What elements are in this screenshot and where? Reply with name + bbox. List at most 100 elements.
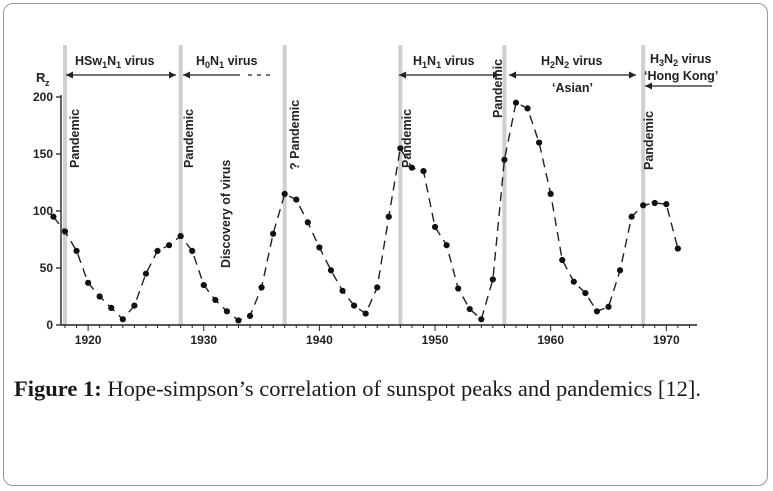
virus-arrowhead-left-1 — [183, 71, 190, 79]
virus-label-0: HSw1N1 virus — [75, 54, 155, 70]
data-point-15 — [223, 308, 230, 315]
caption-label: Figure 1: — [14, 376, 102, 401]
x-tick-label-3: 1950 — [422, 333, 449, 347]
data-point-2 — [73, 247, 80, 254]
data-point-43 — [547, 190, 554, 197]
data-point-0 — [50, 213, 57, 220]
virus-arrowhead-left-4 — [645, 82, 652, 90]
data-point-7 — [131, 302, 138, 309]
data-point-23 — [316, 244, 323, 251]
data-point-46 — [582, 289, 589, 297]
sunspot-pandemic-chart: 0 50 100 150 200 R z 1920 1930 1940 1950 1960 1970 Pa… — [33, 45, 718, 347]
annotation-6: Pandemic — [642, 111, 656, 170]
data-point-3 — [85, 279, 92, 286]
data-point-5 — [108, 304, 115, 311]
data-point-51 — [640, 202, 647, 209]
virus-label-4: H3N2 virus — [650, 52, 711, 68]
data-point-6 — [119, 316, 126, 323]
sunspot-series-line — [52, 101, 679, 322]
data-point-26 — [350, 302, 358, 309]
virus-arrowhead-left-0 — [66, 71, 73, 79]
pandemic-line-5 — [641, 45, 646, 325]
data-point-53 — [663, 201, 670, 208]
y-tick-label-2: 100 — [33, 204, 53, 218]
data-point-22 — [304, 219, 311, 226]
pandemic-line-1 — [178, 45, 183, 325]
data-point-11 — [177, 232, 184, 240]
x-tick-label-4: 1960 — [537, 333, 564, 347]
data-point-12 — [189, 247, 196, 254]
data-point-42 — [536, 139, 543, 146]
data-point-25 — [339, 287, 346, 294]
data-point-35 — [455, 285, 462, 292]
data-point-14 — [212, 296, 219, 304]
data-point-31 — [408, 164, 416, 171]
annotation-1: Pandemic — [182, 109, 196, 168]
annotation-3: ? Pandemic — [288, 100, 302, 170]
pandemic-line-2 — [282, 45, 287, 325]
pandemic-line-3 — [398, 45, 403, 325]
annotation-5: Pandemic — [491, 59, 505, 118]
virus-arrowhead-left-2 — [399, 71, 406, 79]
data-point-17 — [246, 312, 254, 319]
data-point-24 — [327, 267, 335, 274]
virus-subtitle-4: ‘Hong Kong’ — [644, 69, 718, 83]
data-point-28 — [374, 284, 381, 291]
data-point-16 — [235, 317, 242, 324]
data-point-37 — [478, 316, 485, 323]
virus-label-1: H0N1 virus — [196, 54, 257, 70]
data-point-34 — [443, 242, 450, 249]
data-point-33 — [431, 223, 439, 231]
y-tick-label-3: 150 — [33, 147, 53, 161]
pandemic-line-4 — [502, 45, 507, 325]
data-point-27 — [362, 310, 369, 317]
data-point-48 — [605, 303, 612, 310]
annotation-4: Pandemic — [400, 109, 414, 168]
annotation-2: Discovery of virus — [219, 160, 233, 268]
data-point-52 — [651, 199, 658, 207]
data-point-19 — [270, 230, 277, 237]
y-axis-label-sub: z — [45, 78, 50, 88]
x-tick-label-1: 1930 — [190, 333, 217, 347]
data-point-20 — [281, 190, 288, 197]
data-point-38 — [489, 276, 496, 283]
data-point-47 — [593, 308, 601, 315]
virus-arrowhead-right-0 — [169, 71, 176, 79]
data-point-10 — [165, 242, 173, 249]
data-point-8 — [142, 270, 150, 277]
figure-frame — [3, 3, 768, 486]
virus-arrowhead-right-2 — [493, 71, 500, 79]
data-point-13 — [200, 282, 207, 289]
data-point-1 — [61, 228, 69, 235]
y-tick-label-4: 200 — [33, 90, 53, 104]
data-point-9 — [154, 247, 161, 254]
data-point-21 — [293, 196, 300, 203]
caption-text: Hope-simpson’s correlation of sunspot pe… — [101, 376, 701, 401]
data-point-44 — [559, 256, 566, 264]
virus-subtitle-3: ‘Asian’ — [552, 81, 593, 95]
x-tick-label-0: 1920 — [75, 333, 102, 347]
data-point-50 — [628, 213, 635, 220]
data-point-54 — [674, 245, 681, 252]
virus-arrowhead-right-3 — [629, 71, 636, 79]
data-point-18 — [258, 284, 265, 291]
data-point-45 — [570, 278, 577, 285]
y-axis-label: R — [36, 70, 46, 85]
data-point-32 — [420, 168, 427, 175]
y-tick-label-1: 50 — [40, 261, 54, 275]
figure-caption: Figure 1: Hope-simpson’s correlation of … — [14, 374, 756, 404]
pandemic-line-0 — [63, 45, 67, 325]
data-point-4 — [96, 293, 103, 300]
data-point-36 — [466, 305, 473, 313]
x-tick-label-2: 1940 — [306, 333, 333, 347]
data-point-40 — [512, 99, 520, 106]
x-tick-label-5: 1970 — [653, 333, 680, 347]
data-point-41 — [524, 105, 531, 112]
virus-label-2: H1N1 virus — [413, 54, 474, 70]
virus-label-3: H2N2 virus — [541, 54, 602, 70]
data-point-29 — [385, 213, 392, 220]
virus-arrowhead-left-3 — [509, 71, 516, 79]
annotation-0: Pandemic — [68, 109, 82, 168]
data-point-49 — [616, 267, 624, 274]
data-point-30 — [397, 145, 404, 152]
